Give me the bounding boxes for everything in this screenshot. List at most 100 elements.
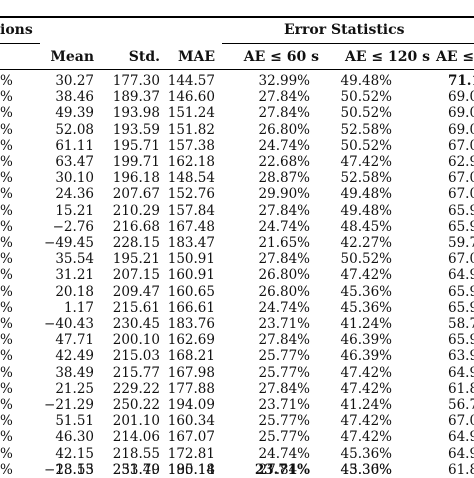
cell-ae-last: 69.0 [448, 89, 474, 106]
cell-ae60: 28.87% [258, 170, 310, 187]
cell-mean: 21.25 [55, 380, 94, 397]
cell-ae-last: 65.9 [448, 202, 474, 219]
cell-ae120: 41.24% [340, 316, 392, 332]
cell-mean: 38.46 [55, 89, 94, 106]
cell-ae120: 43.30% [340, 462, 392, 478]
cell-ae-last: 61.8 [448, 461, 474, 478]
cell-lead: % [0, 380, 13, 397]
cell-std: 251.79 [112, 462, 160, 478]
cell-ae-last: 63.9 [448, 348, 474, 365]
group-rule [222, 43, 474, 44]
cell-std: 201.10 [112, 413, 160, 430]
cell-std: 195.71 [112, 137, 160, 154]
cell-ae120: 45.36% [340, 299, 392, 316]
cell-lead: % [0, 218, 13, 235]
cell-ae120: 49.48% [340, 186, 392, 203]
cell-std: 207.67 [112, 186, 160, 203]
cell-std: 189.37 [112, 89, 160, 106]
cell-ae120: 47.42% [340, 154, 392, 170]
group-header-left: ions [0, 22, 33, 38]
cell-mean: 42.49 [55, 348, 94, 365]
cell-std: 196.18 [112, 170, 160, 187]
cell-lead: % [0, 73, 13, 89]
cell-mae: 162.69 [167, 332, 215, 349]
cell-std: 199.71 [112, 154, 160, 170]
cell-ae60: 23.71% [254, 462, 310, 478]
cell-mean: 42.15 [55, 445, 94, 462]
cell-mean: 61.11 [55, 137, 94, 154]
cell-lead: % [0, 121, 13, 138]
cell-mean: 15.21 [55, 202, 94, 219]
cell-ae120: 52.58% [340, 170, 392, 187]
cell-std: 230.45 [112, 316, 160, 332]
cell-ae60: 27.84% [258, 332, 310, 349]
cell-ae60: 26.80% [258, 283, 310, 300]
cell-ae120: 49.48% [340, 73, 392, 89]
cell-ae-last: 67.0 [448, 137, 474, 154]
cell-ae120: 49.48% [340, 202, 392, 219]
cell-ae120: 45.36% [340, 445, 392, 462]
cell-mae: 195.18 [167, 462, 215, 478]
cell-ae120: 46.39% [340, 348, 392, 365]
cell-mae: 160.65 [167, 283, 215, 300]
cell-std: 177.30 [112, 73, 160, 89]
cell-std: 218.55 [112, 445, 160, 462]
cell-ae60: 22.68% [258, 154, 310, 170]
cell-ae60: 32.99% [258, 73, 310, 89]
cell-ae-last: 65.9 [448, 283, 474, 300]
cell-mean: 1.17 [63, 299, 94, 316]
cell-ae60: 26.80% [258, 267, 310, 284]
cell-ae-last: 69.0 [448, 121, 474, 138]
cell-ae60: 24.74% [258, 137, 310, 154]
cell-ae-last: 67.0 [448, 186, 474, 203]
cell-ae-last: 64.9 [448, 429, 474, 446]
col-header-ae-last: AE ≤ [436, 49, 474, 65]
cell-mae: 172.81 [167, 445, 215, 462]
cell-ae60: 27.84% [258, 105, 310, 122]
cell-ae-last: 65.9 [448, 332, 474, 349]
cell-ae-last: 67.0 [448, 413, 474, 430]
cell-mae: 183.76 [167, 316, 215, 332]
group-rule-left [0, 43, 40, 44]
cell-lead: % [0, 413, 13, 430]
cell-mae: 168.21 [167, 348, 215, 365]
cell-mae: 150.91 [167, 251, 215, 268]
cell-mae: 152.76 [167, 186, 215, 203]
cell-ae-last: 62.9 [448, 154, 474, 170]
cell-mean: 49.39 [55, 105, 94, 122]
cell-std: 209.47 [112, 283, 160, 300]
cell-ae120: 47.42% [340, 364, 392, 381]
cell-mae: 144.57 [167, 73, 215, 89]
cell-ae120: 50.52% [340, 137, 392, 154]
cell-mean: 20.18 [55, 283, 94, 300]
cell-ae120: 48.45% [340, 218, 392, 235]
cell-ae-last: 64.9 [448, 364, 474, 381]
cell-mae: 167.98 [167, 364, 215, 381]
cell-mean: −18.15 [44, 462, 94, 478]
cell-mae: 151.82 [167, 121, 215, 138]
cell-std: 215.03 [112, 348, 160, 365]
cell-ae120: 47.42% [340, 267, 392, 284]
cell-mean: 51.51 [55, 413, 94, 430]
cell-ae120: 45.36% [340, 283, 392, 300]
cell-ae120: 52.58% [340, 121, 392, 138]
cell-mae: 166.61 [167, 299, 215, 316]
cell-mean: −21.29 [44, 397, 94, 413]
cell-ae60: 23.71% [258, 397, 310, 413]
group-header-error-statistics: Error Statistics [284, 22, 405, 38]
cell-ae60: 25.77% [258, 348, 310, 365]
col-header-std: Std. [128, 49, 160, 65]
cell-ae120: 47.42% [340, 380, 392, 397]
cell-ae120: 47.42% [340, 429, 392, 446]
cell-mean: −49.45 [44, 235, 94, 251]
cell-lead: % [0, 105, 13, 122]
cell-std: 200.10 [112, 332, 160, 349]
cell-mean: 31.21 [55, 267, 94, 284]
cell-ae60: 21.65% [258, 235, 310, 251]
cell-mae: 151.24 [167, 105, 215, 122]
cell-mean: 63.47 [55, 154, 94, 170]
cell-lead: % [0, 170, 13, 187]
cell-mae: 157.38 [167, 137, 215, 154]
top-rule [0, 16, 474, 18]
cell-lead: % [0, 89, 13, 106]
